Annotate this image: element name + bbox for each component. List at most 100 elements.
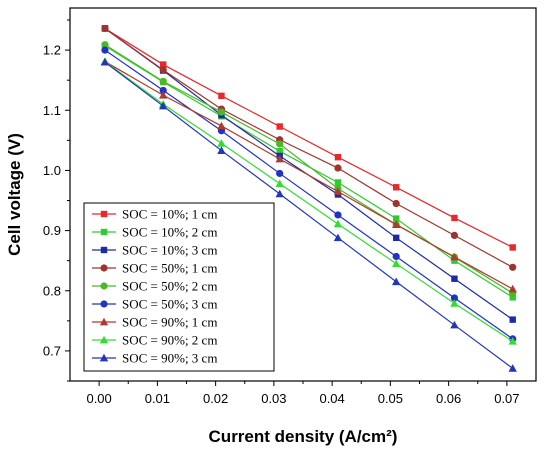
data-point: [509, 244, 516, 251]
data-point: [450, 294, 459, 302]
legend-marker: [99, 335, 109, 344]
series-line: [104, 61, 514, 369]
data-point: [333, 233, 343, 242]
data-point: [275, 154, 284, 163]
legend-marker: [99, 353, 109, 362]
x-tick-label: 0.06: [436, 391, 461, 406]
axis-ticks: 0.00 0.01 0.02 0.03 0.04 0.05 0.06 0.07 0.7 0.8 0.…: [43, 19, 520, 406]
legend-marker: [100, 264, 108, 272]
data-point: [160, 61, 167, 68]
data-point: [159, 91, 168, 99]
series-line: [104, 61, 514, 342]
data-point: [450, 320, 459, 329]
legend-label: SOC = 90%; 3 cm: [122, 351, 217, 366]
y-tick-label: 0.7: [43, 343, 61, 358]
data-point: [451, 275, 458, 282]
legend-label: SOC = 10%; 3 cm: [122, 243, 217, 258]
data-point: [101, 41, 109, 49]
legend: SOC = 10%; 1 cm SOC = 10%; 2 cm SOC = 10%;…: [83, 202, 275, 372]
data-point: [334, 211, 342, 219]
legend-item: SOC = 90%; 1 cm: [92, 315, 217, 330]
data-point: [276, 123, 283, 130]
data-point: [450, 231, 459, 240]
data-point: [334, 164, 342, 172]
data-point: [509, 316, 516, 323]
legend-item: SOC = 50%; 2 cm: [92, 279, 217, 294]
x-tick-label: 0.03: [261, 391, 286, 406]
legend-item: SOC = 10%; 2 cm: [92, 225, 217, 240]
data-point: [217, 108, 226, 116]
data-point: [218, 92, 225, 100]
series-layer: [100, 24, 517, 372]
legend-label: SOC = 50%; 2 cm: [122, 279, 217, 294]
legend-marker: [100, 228, 108, 236]
data-point: [392, 199, 400, 208]
series-line: [104, 27, 513, 268]
data-point: [159, 77, 167, 85]
legend-marker: [100, 246, 108, 254]
data-point: [451, 257, 458, 264]
data-point: [450, 252, 459, 261]
data-point: [101, 46, 109, 54]
legend-label: SOC = 90%; 1 cm: [122, 315, 217, 330]
data-point: [276, 140, 284, 148]
data-point: [101, 24, 109, 33]
legend-marker: [99, 317, 109, 326]
series-9: [100, 57, 517, 372]
data-point: [333, 219, 343, 228]
data-point: [508, 337, 517, 345]
data-point: [508, 284, 517, 293]
x-axis-title: Current density (A/cm²): [209, 427, 398, 446]
legend-item: SOC = 90%; 2 cm: [92, 333, 217, 348]
legend-marker: [100, 282, 108, 290]
data-point: [217, 121, 226, 130]
data-point: [392, 220, 401, 228]
data-point: [159, 101, 168, 110]
y-tick-label: 1.1: [43, 103, 61, 118]
data-point: [392, 277, 401, 286]
x-tick-label: 0.04: [319, 391, 344, 406]
legend-label: SOC = 10%; 2 cm: [122, 225, 217, 240]
data-point: [275, 189, 284, 198]
legend-label: SOC = 10%; 1 cm: [122, 207, 217, 222]
data-point: [392, 259, 401, 268]
legend-item: SOC = 50%; 3 cm: [92, 297, 217, 312]
data-point: [450, 299, 459, 307]
data-point: [334, 154, 342, 161]
data-point: [276, 147, 283, 155]
y-tick-label: 0.8: [43, 283, 61, 298]
legend-label: SOC = 90%; 2 cm: [122, 333, 217, 348]
data-point: [508, 364, 517, 372]
data-point: [392, 252, 400, 261]
series-6: [101, 46, 517, 343]
x-tick-label: 0.01: [145, 391, 170, 406]
legend-item: SOC = 90%; 3 cm: [92, 351, 217, 366]
x-tick-label: 0.05: [378, 391, 403, 406]
x-tick-label: 0.07: [494, 391, 519, 406]
legend-item: SOC = 10%; 3 cm: [92, 243, 217, 258]
series-line: [104, 49, 514, 340]
data-point: [509, 294, 516, 301]
data-point: [276, 169, 284, 178]
y-tick-label: 1.0: [43, 163, 61, 178]
series-line: [104, 27, 513, 248]
data-point: [217, 146, 226, 154]
data-point: [393, 215, 400, 222]
legend-marker: [100, 210, 108, 218]
x-tick-label: 0.02: [203, 391, 228, 406]
data-point: [334, 179, 342, 186]
data-point: [451, 214, 458, 222]
y-tick-label: 0.9: [43, 223, 61, 238]
legend-box: [83, 202, 275, 372]
x-tick-label: 0.00: [86, 391, 111, 406]
data-point: [275, 179, 284, 188]
data-point: [159, 66, 167, 74]
data-point: [333, 187, 343, 195]
data-point: [100, 57, 110, 66]
legend-item: SOC = 50%; 1 cm: [92, 261, 217, 276]
data-point: [393, 184, 400, 191]
legend-marker: [100, 300, 108, 308]
data-point: [159, 86, 167, 95]
y-tick-label: 1.2: [43, 43, 61, 58]
